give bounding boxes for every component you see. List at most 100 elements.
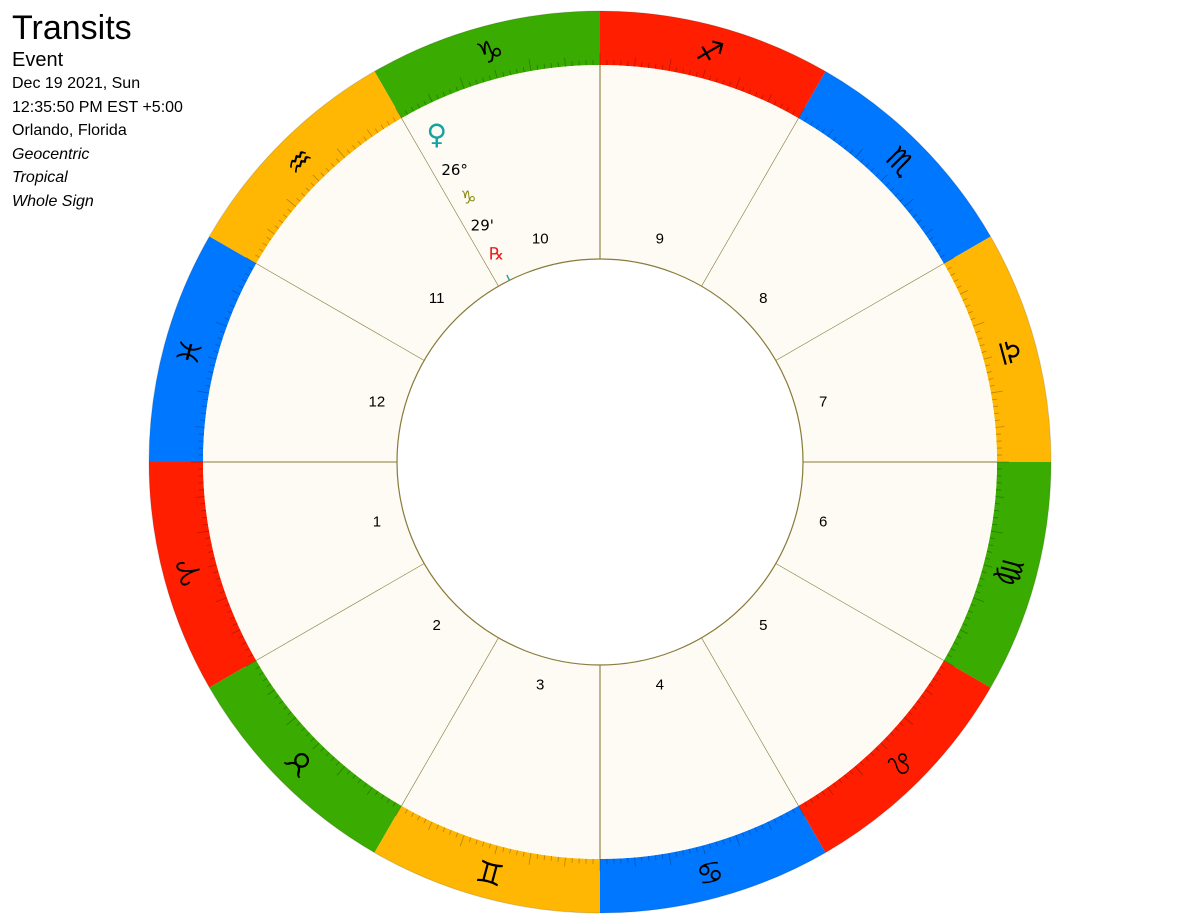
house-number-1: 1: [373, 513, 381, 530]
sign-segment-aries: [149, 462, 257, 688]
degree-tick: [232, 298, 238, 301]
degree-tick: [300, 727, 306, 732]
chart-info: Transits Event Dec 19 2021, Sun 12:35:50…: [12, 8, 183, 213]
degree-tick: [201, 516, 207, 519]
degree-tick: [962, 623, 968, 626]
degree-tick: [675, 67, 678, 73]
degree-tick: [940, 254, 945, 258]
degree-tick: [352, 774, 356, 780]
degree-tick: [943, 257, 955, 264]
house-cusp-line: [256, 563, 425, 661]
degree-tick: [274, 225, 280, 229]
degree-tick: [903, 198, 914, 208]
degree-tick: [200, 419, 206, 421]
degree-tick: [215, 577, 221, 580]
house-number-7: 7: [819, 394, 827, 411]
degree-tick: [410, 106, 414, 112]
degree-tick: [380, 124, 385, 130]
house-number-5: 5: [759, 617, 767, 634]
degree-tick: [286, 716, 297, 726]
sign-segment-gemini: [374, 805, 600, 913]
degree-tick: [201, 405, 207, 408]
degree-tick: [865, 756, 870, 762]
degree-tick: [320, 747, 325, 752]
chart-kind: Event: [12, 49, 64, 71]
degree-tick: [502, 847, 505, 853]
degree-tick: [208, 371, 214, 374]
degree-tick: [849, 770, 854, 775]
degree-tick: [798, 805, 805, 817]
degree-tick: [940, 666, 945, 670]
degree-tick: [956, 635, 962, 639]
degree-tick: [286, 198, 297, 208]
degree-tick: [325, 167, 330, 172]
degree-tick: [994, 419, 1000, 421]
degree-tick: [654, 855, 657, 861]
degree-tick: [967, 610, 973, 613]
venus-sign-capricorn-icon: ♑: [460, 187, 476, 208]
degree-tick: [870, 752, 875, 757]
degree-tick: [885, 737, 890, 742]
degree-tick: [262, 242, 268, 247]
sign-segment-libra: [943, 236, 1051, 462]
degree-tick: [702, 845, 706, 855]
degree-tick: [509, 848, 512, 854]
degree-tick: [482, 841, 485, 847]
degree-tick: [217, 584, 223, 587]
degree-tick: [988, 544, 994, 546]
degree-tick: [557, 856, 559, 862]
degree-tick: [200, 412, 207, 415]
degree-tick: [357, 778, 362, 784]
venus-retrograde-icon: ℞: [489, 244, 504, 264]
degree-tick: [916, 219, 922, 224]
degree-tick: [366, 129, 373, 138]
degree-tick: [436, 824, 439, 830]
degree-tick: [195, 426, 205, 428]
degree-tick: [229, 616, 235, 620]
degree-tick: [865, 162, 870, 168]
degree-tick: [248, 266, 253, 270]
house-cusp-line: [701, 637, 799, 806]
degree-tick: [417, 815, 421, 821]
degree-tick: [912, 214, 918, 218]
degree-tick: [875, 747, 880, 752]
degree-tick: [528, 59, 532, 72]
degree-tick: [245, 660, 257, 667]
degree-tick: [779, 103, 783, 109]
degree-tick: [287, 208, 292, 213]
degree-tick: [312, 174, 320, 182]
degree-tick: [386, 120, 390, 126]
degree-tick: [536, 64, 539, 70]
degree-tick: [475, 79, 478, 85]
degree-tick: [668, 852, 672, 865]
degree-tick: [792, 110, 796, 115]
degree-tick: [509, 70, 512, 76]
degree-tick: [335, 761, 340, 766]
house-number-2: 2: [432, 617, 440, 634]
degree-tick: [232, 623, 238, 626]
degree-tick: [442, 827, 446, 833]
degree-tick: [988, 378, 994, 380]
degree-tick: [475, 839, 478, 845]
degree-tick: [936, 672, 942, 676]
degree-tick: [197, 530, 210, 534]
degree-tick: [494, 845, 498, 855]
degree-tick: [231, 290, 241, 295]
sign-segment-taurus: [209, 660, 402, 853]
degree-tick: [522, 851, 525, 857]
degree-tick: [722, 79, 725, 85]
degree-tick: [965, 304, 971, 308]
degree-tick: [320, 172, 325, 177]
degree-tick: [543, 63, 546, 69]
degree-tick: [682, 850, 684, 856]
house-cusp-line: [701, 118, 799, 287]
degree-tick: [516, 68, 518, 74]
degree-tick: [536, 854, 539, 860]
degree-tick: [773, 818, 777, 824]
sign-segment-cancer: [600, 805, 826, 913]
degree-tick: [200, 503, 206, 505]
degree-tick: [207, 564, 217, 568]
venus-marker: [506, 274, 511, 281]
degree-tick: [564, 857, 566, 867]
